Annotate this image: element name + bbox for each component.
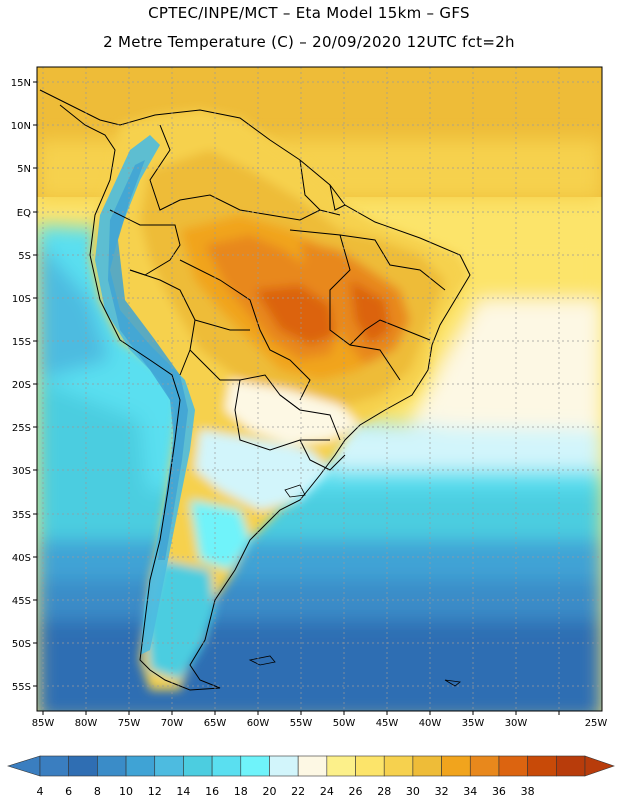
colorbar-label: 20: [262, 785, 276, 798]
lat-label: 30S: [12, 466, 31, 477]
colorbar-swatch: [97, 755, 127, 777]
colorbar-label: 10: [119, 785, 133, 798]
lon-label: 30W: [505, 718, 528, 729]
colorbar-swatch: [125, 755, 156, 777]
colorbar-swatch: [183, 755, 213, 777]
lon-label: 80W: [75, 718, 98, 729]
colorbar-swatch: [498, 755, 528, 777]
colorbar-label: 18: [234, 785, 248, 798]
colorbar-label: 12: [148, 785, 162, 798]
colorbar-low-arrow: [6, 755, 41, 777]
lon-label: 40W: [419, 718, 442, 729]
colorbar-swatch: [39, 755, 69, 777]
colorbar-swatch: [269, 755, 299, 777]
colorbar-swatch: [412, 755, 442, 777]
colorbar-swatch: [355, 755, 385, 777]
colorbar-swatch: [469, 755, 500, 777]
colorbar-high-arrow: [584, 755, 615, 777]
colorbar-swatch: [297, 755, 328, 777]
map-title-line1: CPTEC/INPE/MCT – Eta Model 15km – GFS: [148, 4, 470, 22]
lat-label: 50S: [12, 639, 31, 650]
lat-label: 15N: [11, 78, 31, 89]
colorbar-label: 26: [349, 785, 363, 798]
colorbar-swatch: [527, 755, 557, 777]
lon-label: 65W: [204, 718, 227, 729]
lat-label: 15S: [12, 337, 31, 348]
lat-label: 35S: [12, 510, 31, 521]
lat-label: 20S: [12, 380, 31, 391]
lon-label: 25W: [585, 718, 608, 729]
colorbar-label: 28: [377, 785, 391, 798]
lat-label: 10N: [11, 121, 31, 132]
lon-label: 50W: [333, 718, 356, 729]
colorbar-swatch: [556, 755, 586, 777]
colorbar-swatch: [211, 755, 242, 777]
colorbar-label: 24: [320, 785, 334, 798]
lon-label: 70W: [161, 718, 184, 729]
colorbar-label: 4: [37, 785, 44, 798]
colorbar-swatch: [441, 755, 471, 777]
colorbar: 4 6 8 10 12 14 16 18 20 22 24 26 28 30 32 34 36 38: [6, 755, 615, 798]
colorbar-swatch: [154, 755, 184, 777]
lon-label: 55W: [290, 718, 313, 729]
lat-label: 10S: [12, 294, 31, 305]
colorbar-label: 38: [521, 785, 535, 798]
colorbar-label: 6: [65, 785, 72, 798]
temperature-field: [37, 67, 602, 711]
lon-label: 35W: [462, 718, 485, 729]
colorbar-label: 34: [463, 785, 477, 798]
colorbar-label: 16: [205, 785, 219, 798]
lat-label: 5N: [17, 164, 31, 175]
colorbar-swatch: [326, 755, 356, 777]
lat-label: 45S: [12, 596, 31, 607]
colorbar-label: 14: [176, 785, 190, 798]
lon-label: 60W: [247, 718, 270, 729]
colorbar-swatch: [240, 755, 270, 777]
lon-label: 45W: [376, 718, 399, 729]
colorbar-swatch: [383, 755, 414, 777]
lat-label: 5S: [18, 251, 31, 262]
lon-label: 75W: [118, 718, 141, 729]
colorbar-label: 22: [291, 785, 305, 798]
colorbar-label: 30: [406, 785, 420, 798]
colorbar-label: 36: [492, 785, 506, 798]
lat-label: 25S: [12, 423, 31, 434]
lat-label: EQ: [17, 208, 31, 219]
colorbar-swatch: [68, 755, 98, 777]
colorbar-label: 8: [94, 785, 101, 798]
map-frame: [36, 66, 603, 712]
map-title-line2: 2 Metre Temperature (C) – 20/09/2020 12U…: [103, 33, 515, 51]
lon-label: 85W: [32, 718, 55, 729]
lat-label: 55S: [12, 682, 31, 693]
colorbar-label: 32: [435, 785, 449, 798]
lat-label: 40S: [12, 553, 31, 564]
